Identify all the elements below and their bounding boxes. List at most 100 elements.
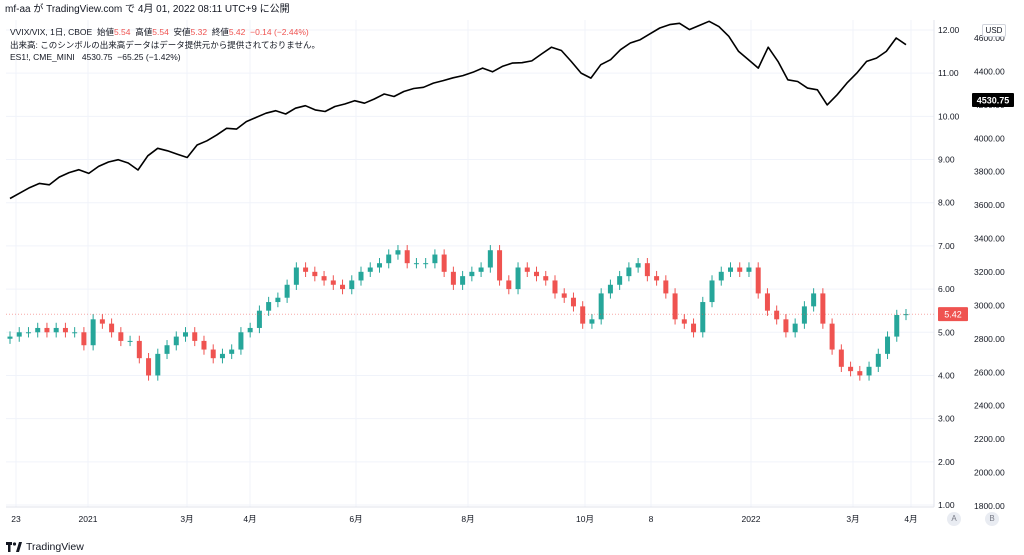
x-tick-label: 4月 <box>904 514 917 524</box>
chart-svg[interactable]: 12.00 11.00 10.00 9.00 8.00 7.00 6.00 5.00 4.00 3… <box>6 20 1024 530</box>
left-scale-tick: 8.00 <box>938 198 955 208</box>
x-tick-label: 8月 <box>461 514 474 524</box>
candle-last-price-badge <box>938 307 968 322</box>
legend-symbol2[interactable]: ES1!, CME_MINI <box>10 52 75 62</box>
candle-body <box>210 349 216 359</box>
candle-body <box>700 302 706 333</box>
candle-body <box>561 293 567 298</box>
candle-body <box>62 327 68 333</box>
left-scale-tick: 1.00 <box>938 500 955 510</box>
candle-body <box>635 263 641 268</box>
candle-body <box>691 323 697 333</box>
right-scale-tick: 4400.00 <box>974 66 1005 76</box>
x-tick-label: 6月 <box>349 514 362 524</box>
tradingview-brand: TradingView <box>26 541 84 553</box>
scale-b-button[interactable]: B <box>985 512 999 526</box>
right-scale-tick: 3600.00 <box>974 200 1005 210</box>
candle-body <box>469 271 475 277</box>
candle-body <box>534 271 540 277</box>
candle-body <box>894 315 900 337</box>
candle-body <box>192 332 198 341</box>
legend-low: 5.32 <box>190 27 208 37</box>
candle-body <box>404 250 410 264</box>
candle-body <box>164 345 170 354</box>
candle-body <box>238 332 244 350</box>
candle-body <box>201 340 207 350</box>
legend-row-3: ES1!, CME_MINI 4530.75 −65.25 (−1.42%) <box>10 51 320 64</box>
candle-body <box>829 323 835 350</box>
left-scale-tick: 11.00 <box>938 68 959 78</box>
left-scale-tick: 6.00 <box>938 284 955 294</box>
candle-body <box>219 353 225 359</box>
legend-volume-note: 出来高: このシンボルの出来高データはデータ提供元から提供されておりません。 <box>10 39 320 50</box>
right-scale-tick: 2400.00 <box>974 401 1005 411</box>
line-last-price-badge <box>972 93 1014 107</box>
left-scale-tick: 4.00 <box>938 370 955 380</box>
left-scale-tick: 5.00 <box>938 327 955 337</box>
candle-body <box>395 250 401 255</box>
candle-body <box>543 276 549 281</box>
candle-body <box>330 280 336 285</box>
left-scale-tick: 2.00 <box>938 457 955 467</box>
legend-open-label: 始値 <box>96 27 114 37</box>
legend-close-label: 終値 <box>211 27 229 37</box>
right-scale-tick: 2000.00 <box>974 468 1005 478</box>
candle-body <box>349 280 355 290</box>
line-last-price-label: 4530.75 <box>977 96 1010 106</box>
scale-a-button[interactable]: A <box>947 512 961 526</box>
right-scale-tick: 3000.00 <box>974 300 1005 310</box>
candle-body <box>81 332 87 346</box>
candle-body <box>312 271 318 277</box>
candle-body <box>672 293 678 320</box>
candle-body <box>515 267 521 290</box>
currency-badge[interactable]: USD <box>982 24 1006 37</box>
tradingview-logo-icon <box>6 542 22 552</box>
candle-body <box>118 332 124 341</box>
candle-body <box>460 276 466 285</box>
candle-body <box>681 319 687 324</box>
candle-body <box>284 284 290 298</box>
candle-body <box>16 332 22 337</box>
tradingview-logo[interactable]: TradingView <box>6 537 84 555</box>
chart-area[interactable]: 12.00 11.00 10.00 9.00 8.00 7.00 6.00 5.00 4.00 3… <box>6 20 1024 530</box>
x-tick-label: 2021 <box>79 514 98 524</box>
candle-body <box>524 267 530 272</box>
candle-body <box>136 340 142 359</box>
candle-body <box>792 323 798 333</box>
candle-body <box>275 297 281 303</box>
es-line-series <box>9 20 907 200</box>
candle-body <box>838 349 844 367</box>
legend-high: 5.54 <box>152 27 169 37</box>
left-scale-tick: 7.00 <box>938 241 955 251</box>
x-tick-label: 2022 <box>742 514 761 524</box>
left-scale-tick: 9.00 <box>938 155 955 165</box>
x-tick-label: 4月 <box>243 514 256 524</box>
candle-body <box>644 263 650 277</box>
candle-body <box>654 276 660 281</box>
candle-body <box>25 332 31 334</box>
candle-body <box>875 353 881 367</box>
candle-body <box>155 353 161 376</box>
right-scale-tick: 2800.00 <box>974 334 1005 344</box>
right-scale-tick: 3200.00 <box>974 267 1005 277</box>
candle-body <box>617 276 623 285</box>
candle-body <box>506 280 512 290</box>
candle-body <box>127 340 133 342</box>
candle-body <box>293 267 299 285</box>
candle-body <box>340 284 346 290</box>
candle-body <box>487 250 493 268</box>
candle-body <box>247 327 253 333</box>
candle-body <box>7 336 13 339</box>
publish-header: mf-aa が TradingView.com で 4月 01, 2022 08… <box>5 4 290 15</box>
footer-bar: TradingView <box>0 535 1024 555</box>
candle-body <box>35 327 41 333</box>
candle-body <box>386 254 392 264</box>
candle-body <box>358 271 364 281</box>
chart-legend: VVIX/VIX, 1日, CBOE 始値5.54 高値5.54 安値5.32 … <box>10 26 320 64</box>
candle-body <box>44 327 50 333</box>
legend-symbol1[interactable]: VVIX/VIX, 1日, CBOE <box>10 27 93 37</box>
legend-open: 5.54 <box>113 27 131 37</box>
right-scale-tick: 3400.00 <box>974 234 1005 244</box>
candle-body <box>413 263 419 265</box>
candle-body <box>478 267 484 272</box>
